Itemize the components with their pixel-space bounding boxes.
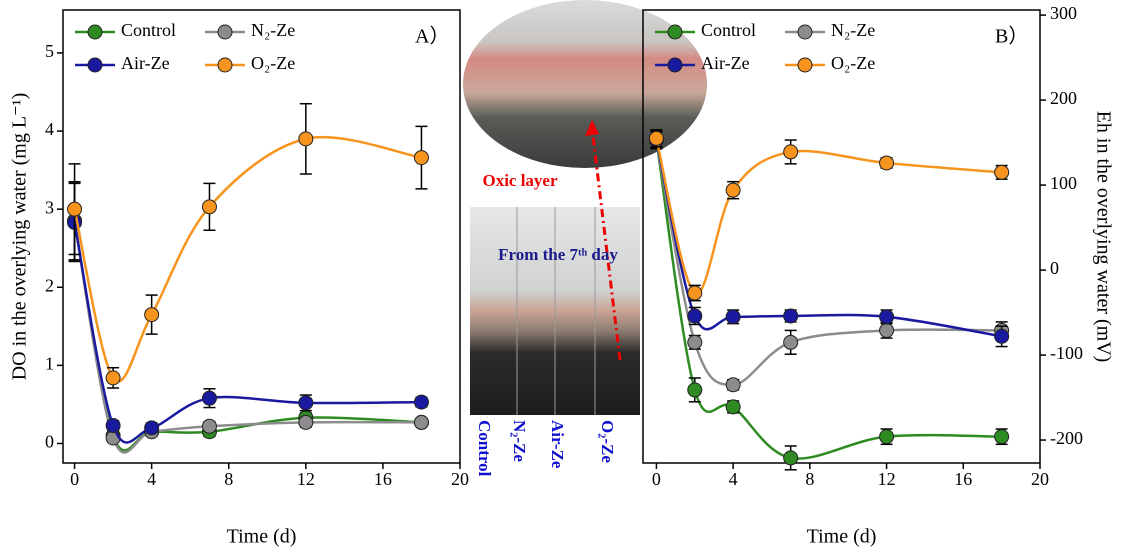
y-tick-label: 200 bbox=[1050, 88, 1077, 108]
y-tick-label: 0 bbox=[45, 432, 54, 452]
series-line bbox=[75, 221, 422, 453]
marker bbox=[784, 309, 798, 323]
marker bbox=[688, 286, 702, 300]
column-label: O₂-Ze bbox=[598, 420, 617, 463]
marker bbox=[880, 310, 894, 324]
column-label: Control bbox=[475, 420, 494, 477]
y-tick-label: 3 bbox=[45, 197, 54, 217]
legend-marker bbox=[88, 25, 102, 39]
series-line bbox=[656, 140, 1001, 385]
x-tick-label: 4 bbox=[729, 469, 738, 489]
marker bbox=[106, 371, 120, 385]
marker bbox=[995, 430, 1009, 444]
panel-label: B） bbox=[995, 25, 1028, 48]
marker bbox=[68, 202, 82, 216]
marker bbox=[880, 156, 894, 170]
marker bbox=[880, 323, 894, 337]
marker bbox=[299, 396, 313, 410]
marker bbox=[726, 310, 740, 324]
legend-marker bbox=[218, 58, 232, 72]
x-tick-label: 12 bbox=[297, 469, 315, 489]
marker bbox=[299, 132, 313, 146]
photo-oxic bbox=[463, 0, 707, 168]
marker bbox=[202, 419, 216, 433]
marker bbox=[299, 415, 313, 429]
marker bbox=[145, 421, 159, 435]
x-tick-label: 8 bbox=[224, 469, 233, 489]
y-tick-label: -200 bbox=[1050, 428, 1083, 448]
x-axis-label: Time (d) bbox=[807, 526, 877, 548]
x-axis-label: Time (d) bbox=[227, 526, 297, 548]
y-axis-label: Eh in the overlying water (mV) bbox=[1092, 111, 1114, 363]
legend-label: Air-Ze bbox=[121, 53, 170, 73]
legend-marker bbox=[798, 25, 812, 39]
x-tick-label: 12 bbox=[878, 469, 896, 489]
marker bbox=[880, 430, 894, 444]
panel-label: A） bbox=[415, 25, 449, 48]
column-label: N₂-Ze bbox=[510, 420, 529, 462]
y-axis-label: DO in the overlying water (mg L⁻¹) bbox=[9, 93, 31, 381]
series-line bbox=[75, 137, 422, 381]
legend-marker bbox=[668, 58, 682, 72]
series-line bbox=[75, 221, 422, 451]
marker bbox=[784, 145, 798, 159]
marker bbox=[995, 329, 1009, 343]
x-tick-label: 20 bbox=[451, 469, 469, 489]
y-tick-label: 2 bbox=[45, 275, 54, 295]
x-tick-label: 16 bbox=[374, 469, 392, 489]
marker bbox=[726, 378, 740, 392]
x-tick-label: 8 bbox=[805, 469, 814, 489]
figure: Oxic layer From the 7ᵗʰ day Control N₂-Z… bbox=[0, 0, 1126, 551]
legend-label: Air-Ze bbox=[701, 53, 750, 73]
marker bbox=[414, 415, 428, 429]
y-tick-label: 5 bbox=[45, 41, 54, 61]
series-line bbox=[656, 138, 1001, 293]
legend-label: N₂-Ze bbox=[831, 20, 875, 40]
column-label: Air-Ze bbox=[548, 420, 567, 469]
legend-label: O₂-Ze bbox=[251, 53, 295, 73]
marker bbox=[688, 335, 702, 349]
marker bbox=[202, 200, 216, 214]
legend-label: Control bbox=[121, 20, 176, 40]
y-tick-label: 300 bbox=[1050, 3, 1077, 23]
marker bbox=[784, 451, 798, 465]
marker bbox=[688, 383, 702, 397]
legend-marker bbox=[798, 58, 812, 72]
x-tick-label: 20 bbox=[1031, 469, 1049, 489]
legend-label: O₂-Ze bbox=[831, 53, 875, 73]
marker bbox=[202, 391, 216, 405]
marker bbox=[995, 165, 1009, 179]
legend-marker bbox=[668, 25, 682, 39]
marker bbox=[726, 400, 740, 414]
legend-label: N₂-Ze bbox=[251, 20, 295, 40]
x-tick-label: 0 bbox=[652, 469, 661, 489]
y-tick-label: 0 bbox=[1050, 258, 1059, 278]
y-tick-label: -100 bbox=[1050, 343, 1083, 363]
x-tick-label: 4 bbox=[147, 469, 156, 489]
page: Oxic layer From the 7ᵗʰ day Control N₂-Z… bbox=[0, 0, 1126, 551]
plot-frame bbox=[63, 10, 460, 463]
series-line bbox=[656, 140, 1001, 459]
legend-marker bbox=[88, 58, 102, 72]
legend-marker bbox=[218, 25, 232, 39]
marker bbox=[106, 419, 120, 433]
y-tick-label: 4 bbox=[45, 119, 54, 139]
day-label: From the 7ᵗʰ day bbox=[498, 245, 618, 264]
legend-label: Control bbox=[701, 20, 756, 40]
marker bbox=[145, 308, 159, 322]
y-tick-label: 100 bbox=[1050, 173, 1077, 193]
marker bbox=[414, 395, 428, 409]
y-tick-label: 1 bbox=[45, 353, 54, 373]
series-line bbox=[75, 222, 422, 442]
marker bbox=[688, 309, 702, 323]
marker bbox=[726, 183, 740, 197]
oxic-label: Oxic layer bbox=[482, 171, 558, 190]
marker bbox=[649, 131, 663, 145]
marker bbox=[414, 151, 428, 165]
x-tick-label: 0 bbox=[70, 469, 79, 489]
x-tick-label: 16 bbox=[954, 469, 972, 489]
marker bbox=[784, 335, 798, 349]
